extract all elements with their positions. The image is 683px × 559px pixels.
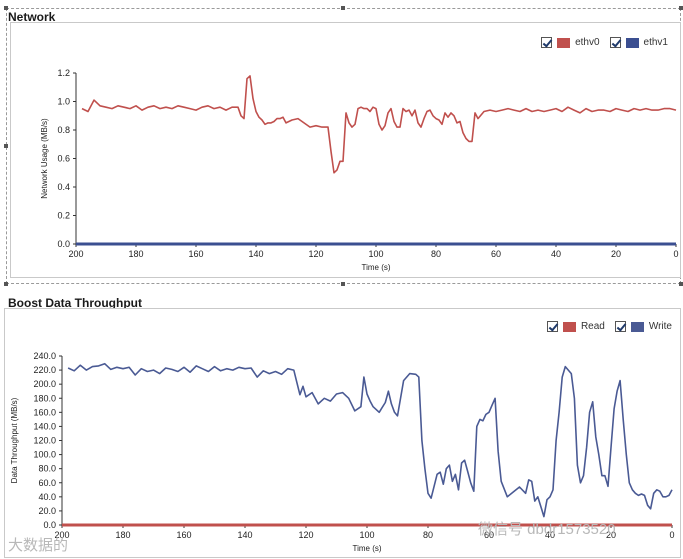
ethv0-label: ethv0: [575, 37, 600, 48]
read-label: Read: [580, 321, 605, 332]
legend-item-read[interactable]: Read: [546, 321, 605, 332]
boost-x-tick-label: 180: [115, 530, 130, 540]
chart-legend: Read Write: [543, 321, 672, 332]
legend-item-ethv1[interactable]: ethv1: [609, 37, 668, 48]
boost-x-tick-label: 20: [606, 530, 616, 540]
chart-legend: ethv0 ethv1: [537, 37, 668, 48]
network-y-tick-label: 1.2: [57, 68, 70, 78]
boost-x-tick-label: 80: [423, 530, 433, 540]
resize-handle-middle-left[interactable]: [4, 144, 8, 148]
resize-handle-top-right[interactable]: [679, 6, 683, 10]
network-x-tick-label: 160: [188, 249, 203, 259]
network-x-tick-label: 200: [68, 249, 83, 259]
boost-x-tick-label: 120: [298, 530, 313, 540]
boost-y-tick-label: 200.0: [33, 379, 56, 389]
boost-y-tick-label: 0.0: [43, 520, 56, 530]
legend-item-write[interactable]: Write: [614, 321, 672, 332]
boost-y-tick-label: 60.0: [38, 478, 56, 488]
boost-chart-svg: 0.0 20.0 40.0 60.0 80.0 100.0 120.0 140.0 160.0 1…: [10, 351, 675, 553]
network-x-tick-label: 180: [128, 249, 143, 259]
network-x-tick-label: 140: [248, 249, 263, 259]
resize-handle-top-middle[interactable]: [341, 6, 345, 10]
boost-x-tick-label: 40: [545, 530, 555, 540]
legend-item-ethv0[interactable]: ethv0: [541, 37, 600, 48]
network-x-tick-label: 120: [308, 249, 323, 259]
boost-x-tick-label: 100: [359, 530, 374, 540]
chart-title: Boost Data Throughput: [8, 296, 142, 310]
boost-y-tick-label: 120.0: [33, 436, 56, 446]
boost-x-tick-label: 140: [237, 530, 252, 540]
write-checkbox[interactable]: [614, 321, 626, 332]
boost-x-tick-label: 200: [54, 530, 69, 540]
network-panel: Network ethv0 ethv1 0.0 0.2 0.4 0.6 0.8 1.0 1.…: [0, 0, 683, 287]
network-series-ethv0: [81, 75, 677, 174]
network-y-tick-label: 0.8: [57, 125, 70, 135]
chart-title: Network: [8, 10, 56, 24]
boost-x-tick-label: 0: [669, 530, 674, 540]
boost-y-tick-label: 240.0: [33, 351, 56, 361]
watermark-left: 大数据的: [8, 537, 69, 554]
read-swatch: [562, 321, 576, 332]
boost-x-tick-label: 160: [176, 530, 191, 540]
network-x-tick-label: 40: [551, 249, 561, 259]
ethv1-label: ethv1: [643, 37, 668, 48]
network-y-tick-label: 0.4: [57, 182, 70, 192]
boost-y-tick-label: 80.0: [38, 464, 56, 474]
boost-throughput-panel: Boost Data Throughput Read Write 0.0 20.0…: [0, 290, 683, 559]
boost-y-tick-label: 20.0: [38, 506, 56, 516]
boost-x-tick-label: 60: [484, 530, 494, 540]
network-y-tick-label: 0.0: [57, 239, 70, 249]
boost-y-tick-label: 180.0: [33, 393, 56, 403]
boost-chart-area: Read Write 0.0 20.0 40.0 60.0 80.0 100.0 120.0…: [4, 308, 681, 558]
network-y-tick-label: 0.6: [57, 154, 70, 164]
boost-y-tick-label: 160.0: [33, 407, 56, 417]
network-x-axis-label: Time (s): [361, 263, 390, 272]
ethv0-swatch: [557, 37, 571, 48]
resize-handle-bottom-middle[interactable]: [341, 282, 345, 286]
boost-series-write: [67, 362, 673, 518]
boost-x-axis-label: Time (s): [352, 544, 381, 553]
boost-y-axis-label: Data Throughput (MB/s): [10, 397, 19, 483]
ethv1-checkbox[interactable]: [609, 37, 621, 48]
network-y-axis-label: Network Usage (MB/s): [40, 118, 49, 199]
watermark-right: 微信号 dbdr1573520: [478, 521, 616, 538]
boost-y-tick-label: 100.0: [33, 450, 56, 460]
network-x-tick-label: 100: [368, 249, 383, 259]
network-x-tick-label: 80: [431, 249, 441, 259]
ethv1-swatch: [625, 37, 639, 48]
resize-handle-bottom-left[interactable]: [4, 282, 8, 286]
boost-y-tick-label: 220.0: [33, 365, 56, 375]
network-x-tick-label: 20: [611, 249, 621, 259]
network-y-tick-label: 0.2: [57, 211, 70, 221]
write-swatch: [630, 321, 644, 332]
boost-y-tick-label: 40.0: [38, 492, 56, 502]
boost-y-tick-label: 140.0: [33, 421, 56, 431]
network-y-tick-label: 1.0: [57, 97, 70, 107]
network-x-tick-label: 60: [491, 249, 501, 259]
network-chart-area: ethv0 ethv1 0.0 0.2 0.4 0.6 0.8 1.0 1.2 200 180 1…: [10, 22, 681, 278]
read-checkbox[interactable]: [546, 321, 558, 332]
write-label: Write: [648, 321, 672, 332]
ethv0-checkbox[interactable]: [541, 37, 553, 48]
network-x-tick-label: 0: [673, 249, 678, 259]
resize-handle-bottom-right[interactable]: [679, 282, 683, 286]
resize-handle-top-left[interactable]: [4, 6, 8, 10]
